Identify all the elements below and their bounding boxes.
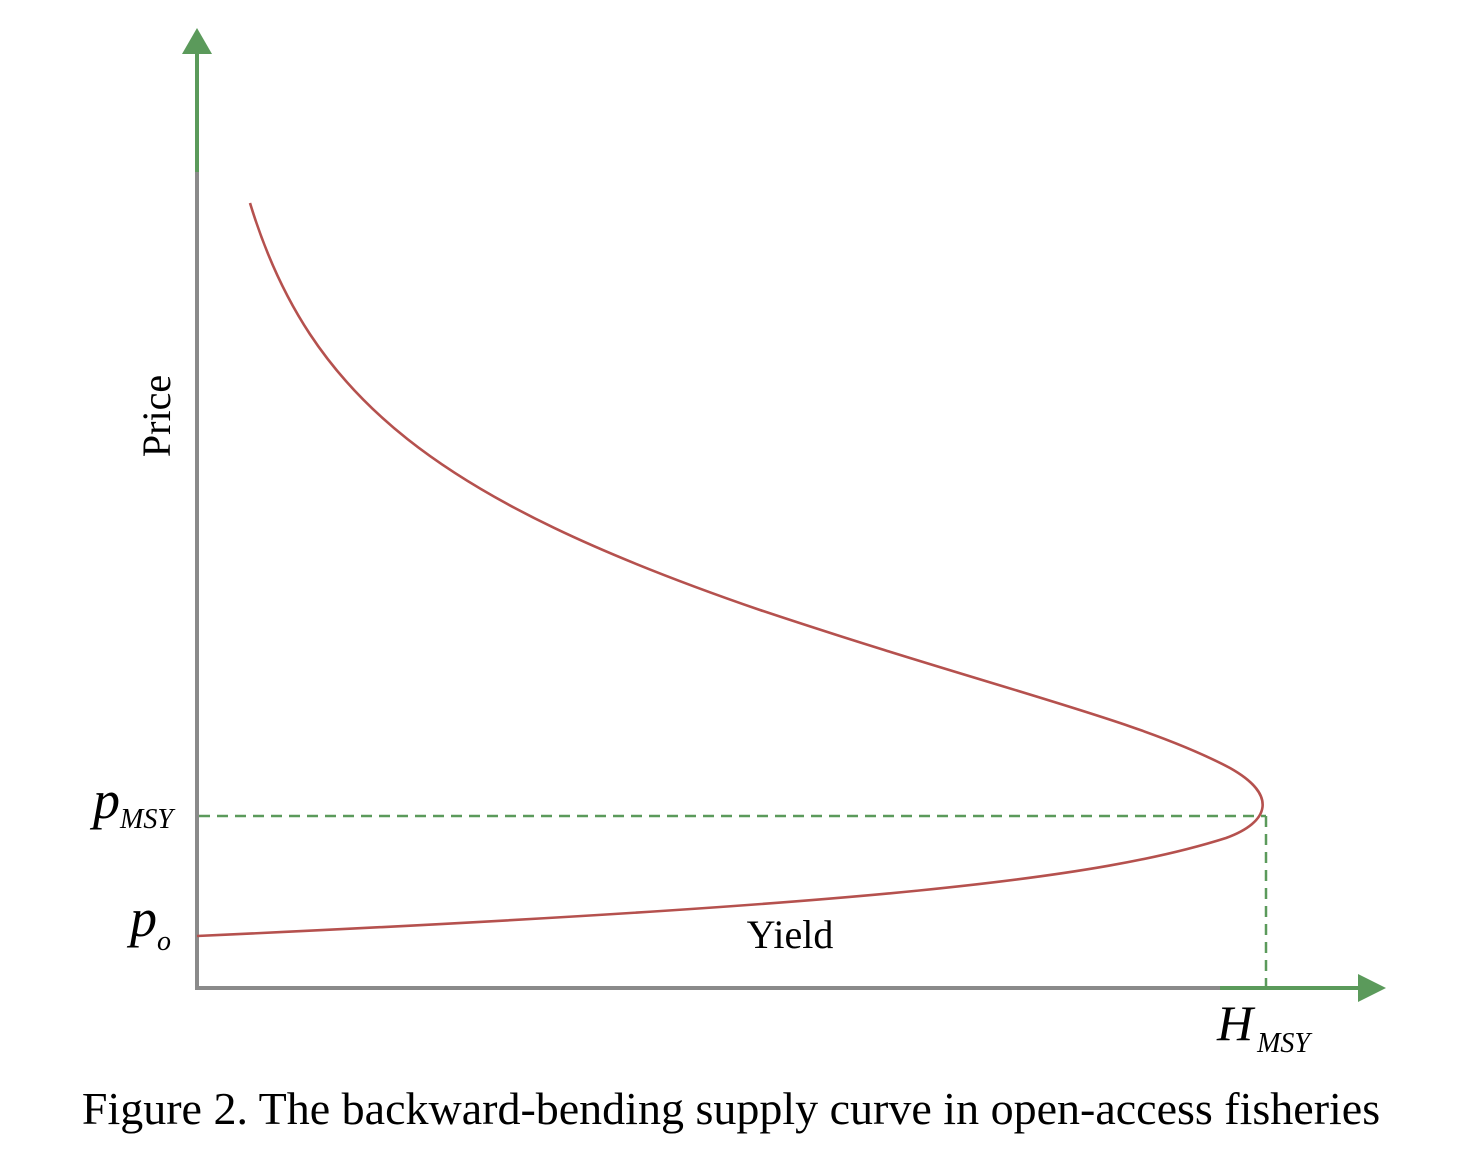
- x-axis-arrowhead: [1358, 974, 1386, 1002]
- y-axis-label: Price: [134, 375, 179, 457]
- p-msy-label-sub: MSY: [119, 804, 176, 835]
- h-msy-label-base: H: [1216, 995, 1256, 1051]
- p-msy-label-base: p: [89, 770, 120, 830]
- p-o-label-sub: o: [157, 926, 171, 957]
- y-axis-arrowhead: [182, 28, 212, 54]
- figure-caption: Figure 2. The backward-bending supply cu…: [81, 1083, 1381, 1134]
- x-axis-label: Yield: [747, 912, 834, 957]
- h-msy-label: H MSY: [1216, 995, 1313, 1059]
- p-o-label: po: [126, 888, 171, 957]
- h-msy-label-sub: MSY: [1256, 1028, 1313, 1059]
- p-msy-label: pMSY: [89, 770, 176, 835]
- p-o-label-base: p: [126, 888, 157, 948]
- supply-curve: [196, 202, 1264, 938]
